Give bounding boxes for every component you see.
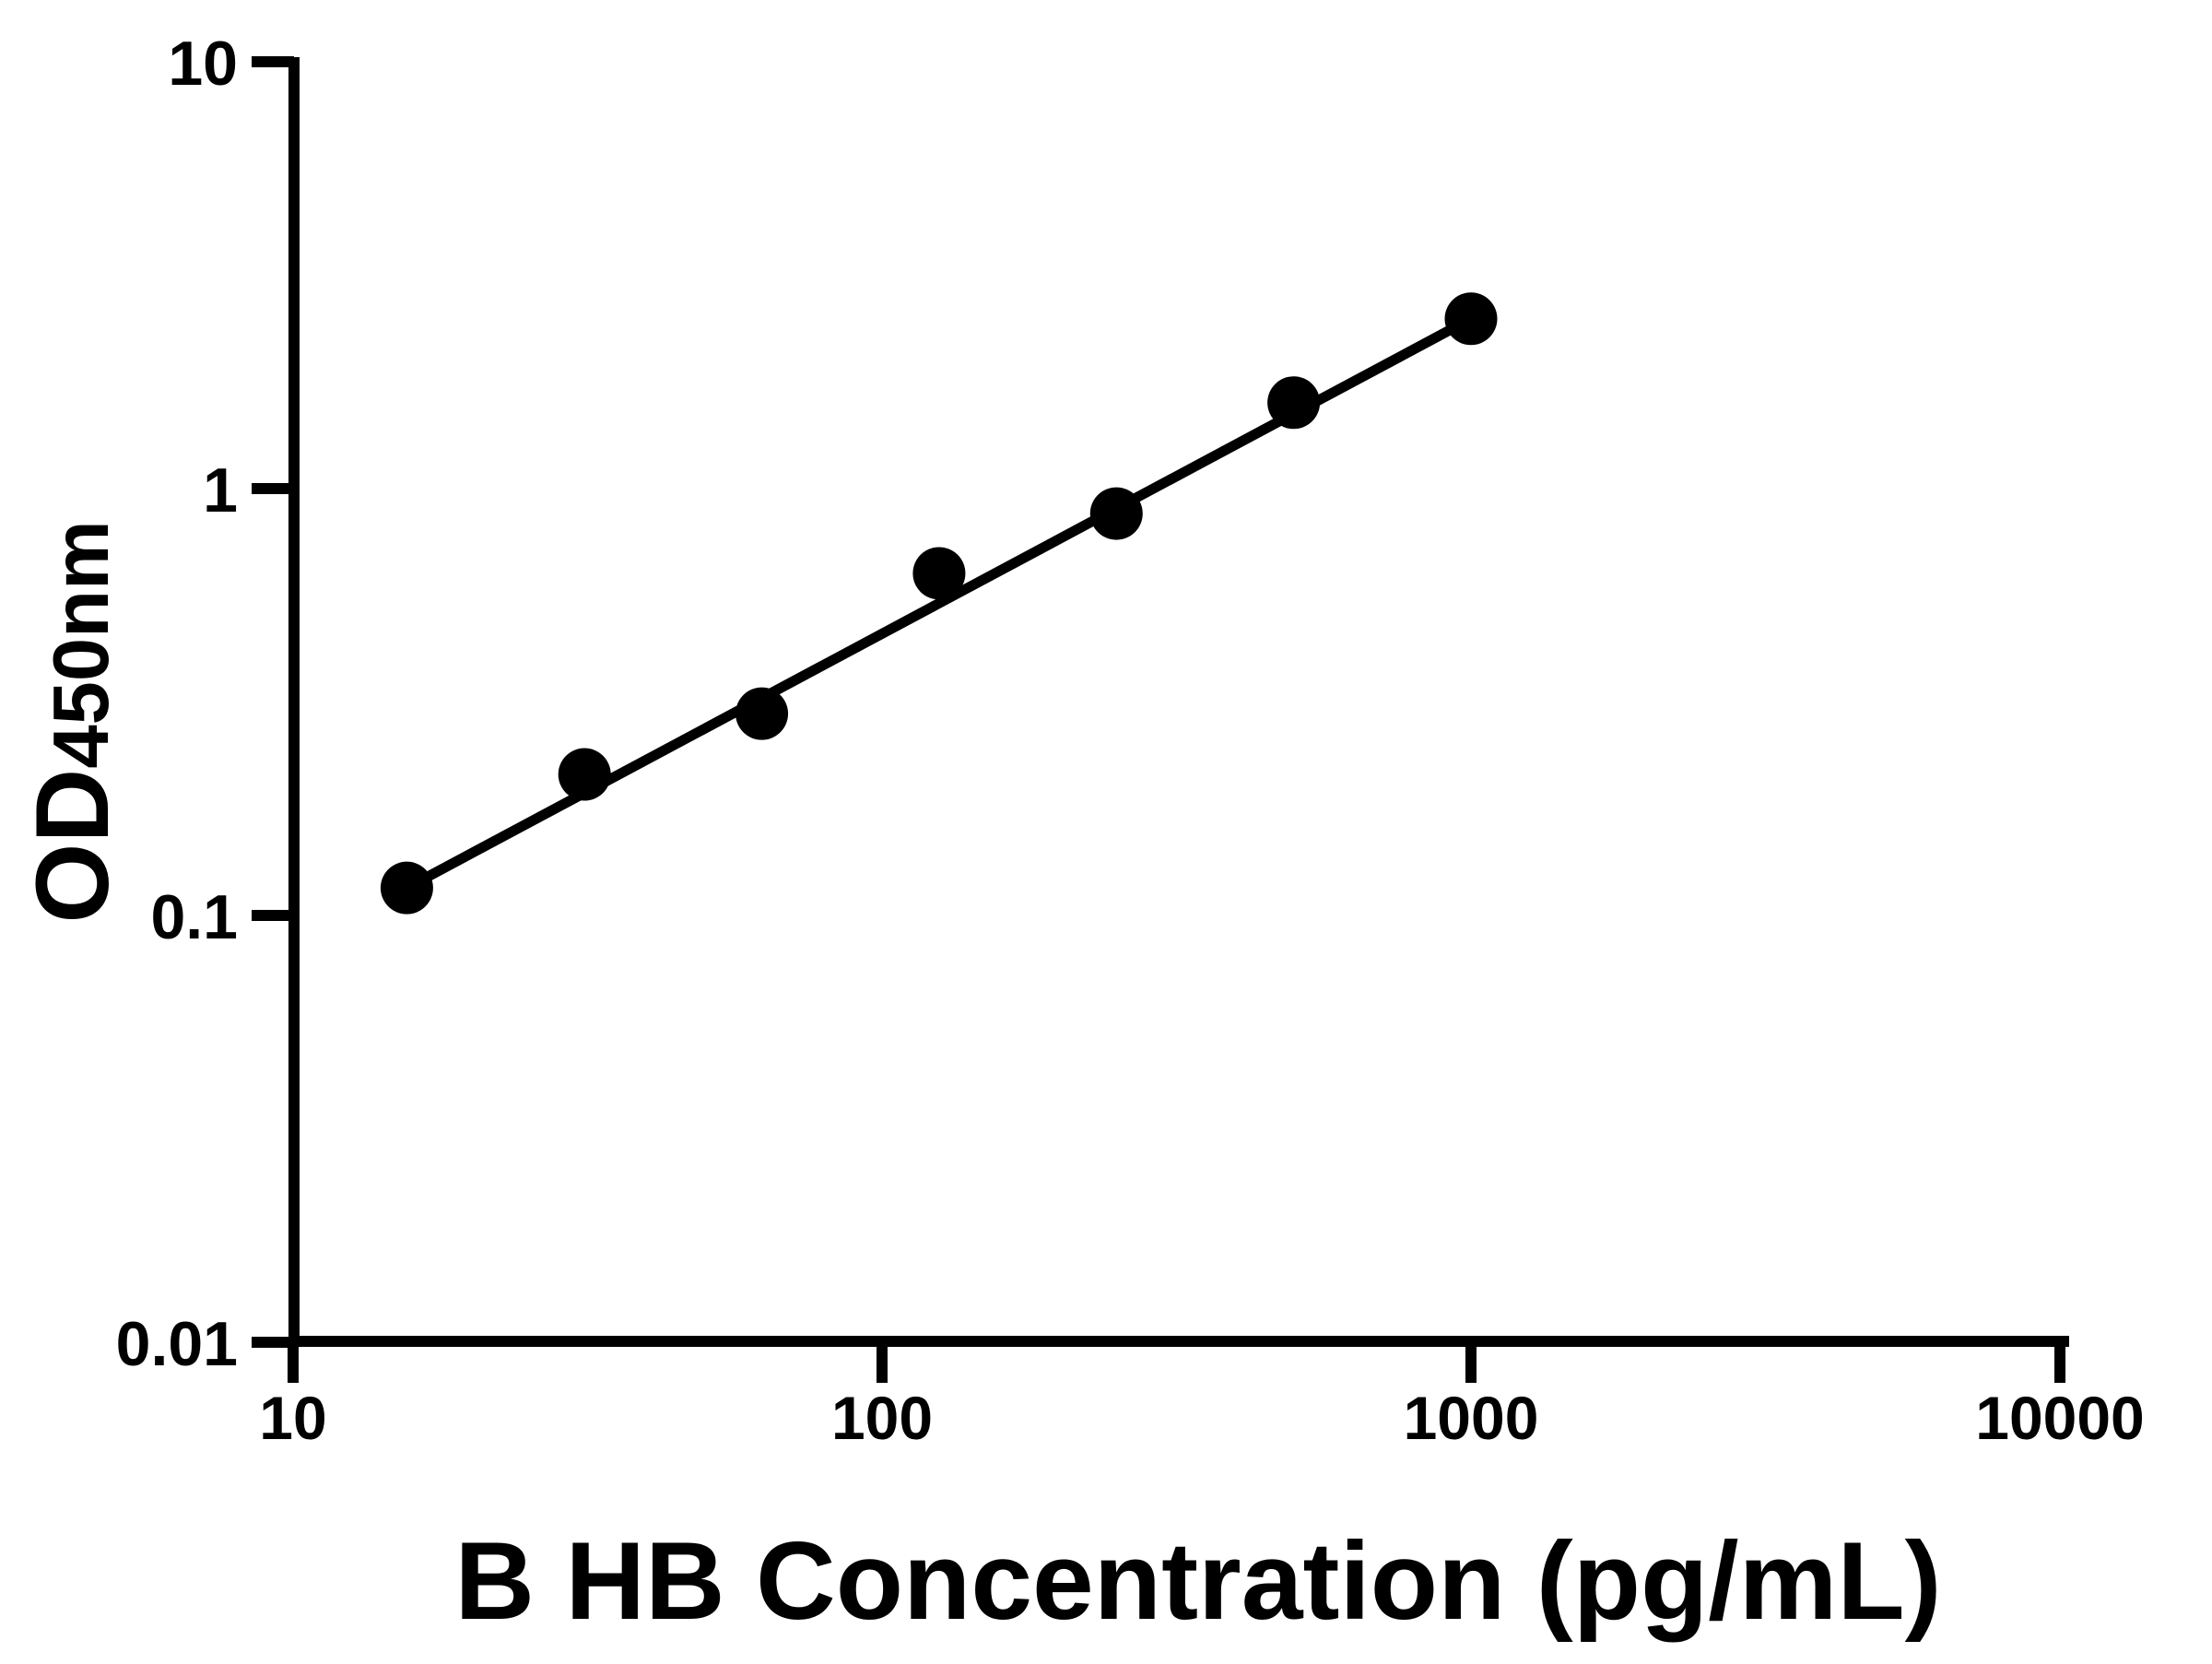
y-axis-title-sub: 450nm	[38, 520, 125, 768]
x-axis-title: B HB Concentration (pg/mL)	[454, 1519, 1941, 1643]
data-layer	[380, 292, 1498, 915]
x-tick-label: 10000	[1975, 1384, 2145, 1452]
data-point	[912, 547, 966, 600]
y-tick-label: 10	[168, 29, 238, 99]
y-tick-label: 0.1	[150, 882, 238, 952]
x-tick-label: 10	[259, 1384, 326, 1452]
x-tick-label: 1000	[1404, 1384, 1539, 1452]
data-point	[558, 748, 611, 801]
data-point	[380, 861, 433, 915]
axes-layer: 10 1 0.1 0.01 10 100 1000 10000	[116, 29, 2145, 1452]
y-tick-label: 0.01	[116, 1309, 238, 1379]
y-tick-label: 1	[203, 455, 238, 525]
data-point	[1089, 487, 1143, 540]
data-point	[735, 687, 789, 740]
data-point	[1267, 376, 1321, 430]
y-axis-title: OD450nm	[15, 520, 130, 923]
x-tick-label: 100	[831, 1384, 933, 1452]
data-point	[1444, 292, 1498, 346]
y-axis-title-main: OD	[15, 769, 130, 924]
